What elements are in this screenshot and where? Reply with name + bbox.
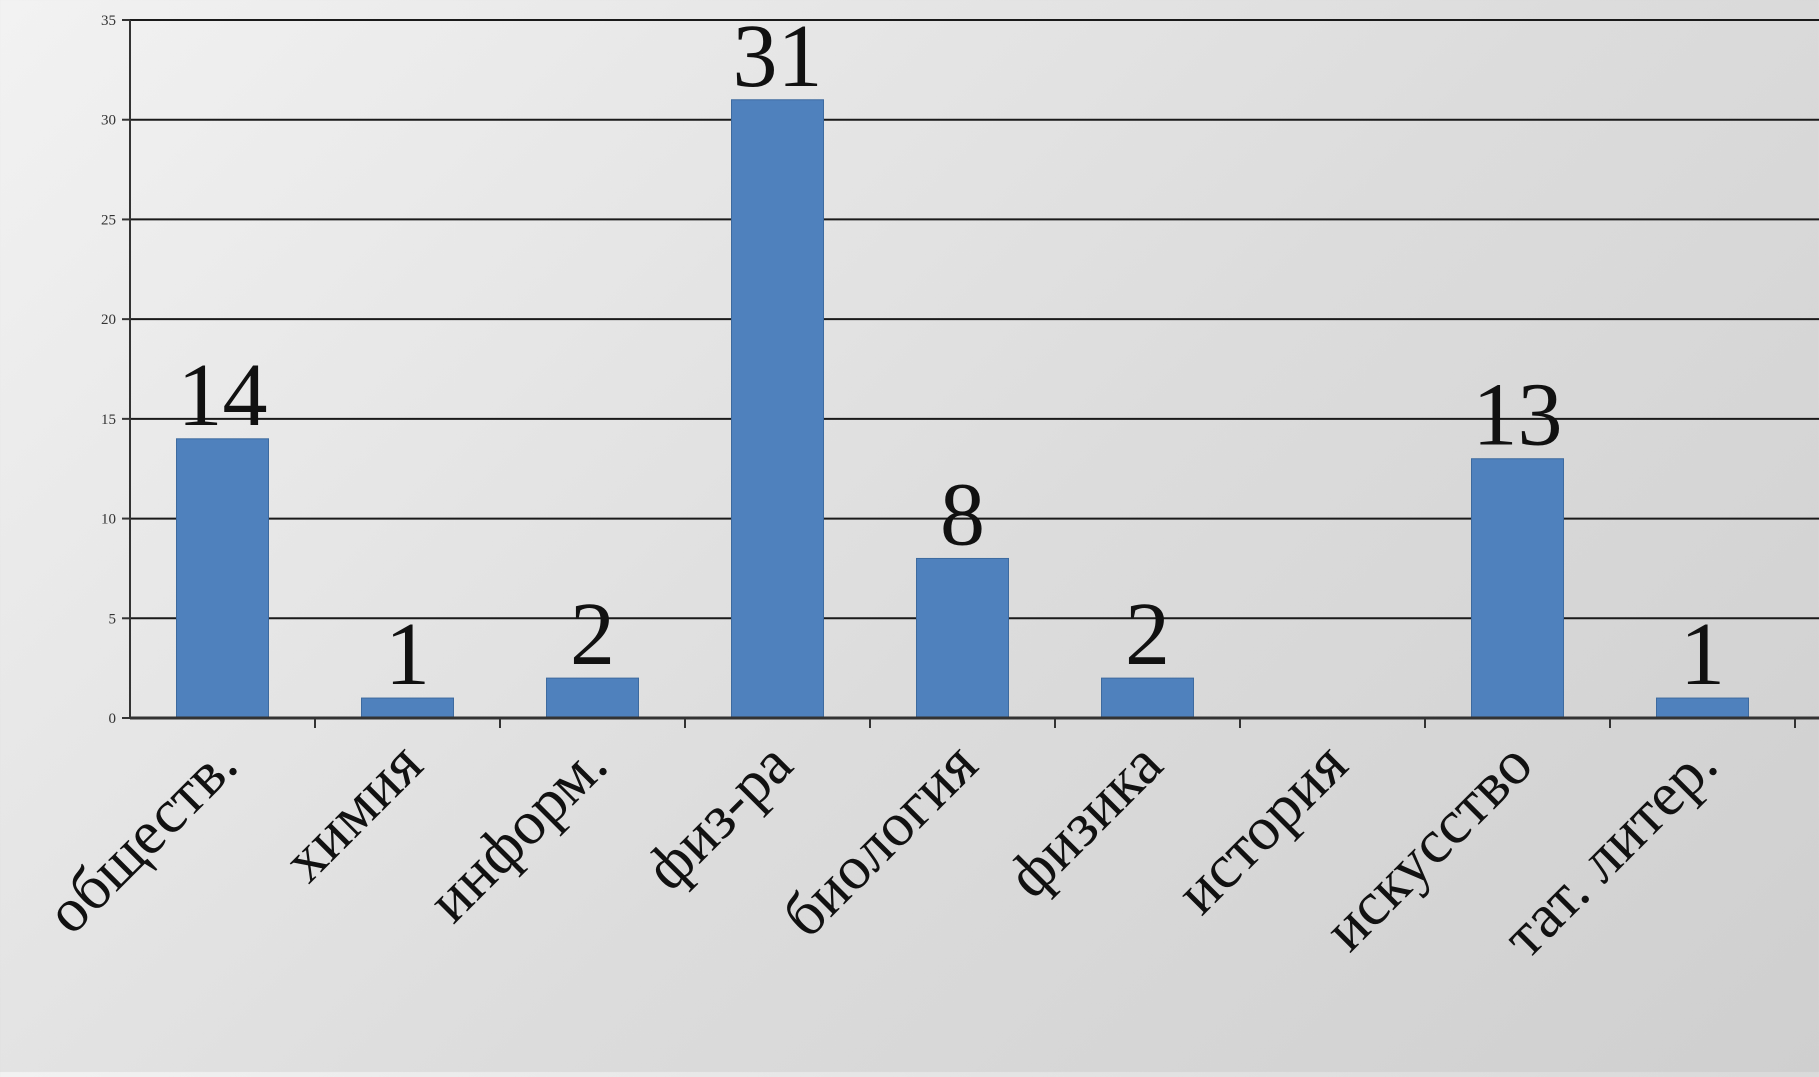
bar xyxy=(1101,677,1194,719)
y-tick-label: 10 xyxy=(101,512,116,528)
data-label: 31 xyxy=(733,7,823,106)
x-category-label: информ. xyxy=(415,730,620,935)
y-tick-label: 20 xyxy=(101,312,116,328)
axes: 0 5 10 15 20 25 30 35 xyxy=(101,13,1819,728)
data-label: 14 xyxy=(178,346,268,445)
x-category-label: физ-ра xyxy=(632,730,805,903)
y-tick-label: 25 xyxy=(101,212,116,228)
y-tick-label: 30 xyxy=(101,113,116,129)
data-label: 1 xyxy=(1680,605,1725,704)
bar xyxy=(731,99,824,719)
data-label: 13 xyxy=(1473,366,1563,465)
data-label: 1 xyxy=(385,605,430,704)
x-category-label: биология xyxy=(770,730,991,951)
gridlines xyxy=(130,19,1819,620)
data-label: 8 xyxy=(940,465,985,564)
x-category-label: обществ. xyxy=(33,730,250,947)
data-label: 2 xyxy=(1125,585,1170,684)
y-tick-label: 0 xyxy=(109,711,117,727)
y-tick-label: 5 xyxy=(109,611,117,627)
bar xyxy=(546,677,639,719)
y-tick-label: 15 xyxy=(101,412,116,428)
bar xyxy=(176,438,269,719)
y-tick-label: 35 xyxy=(101,13,116,29)
x-category-label: физика xyxy=(995,730,1176,911)
bar xyxy=(916,557,1009,719)
x-category-label: химия xyxy=(271,730,436,895)
bar xyxy=(1471,458,1564,719)
data-label: 2 xyxy=(570,585,615,684)
